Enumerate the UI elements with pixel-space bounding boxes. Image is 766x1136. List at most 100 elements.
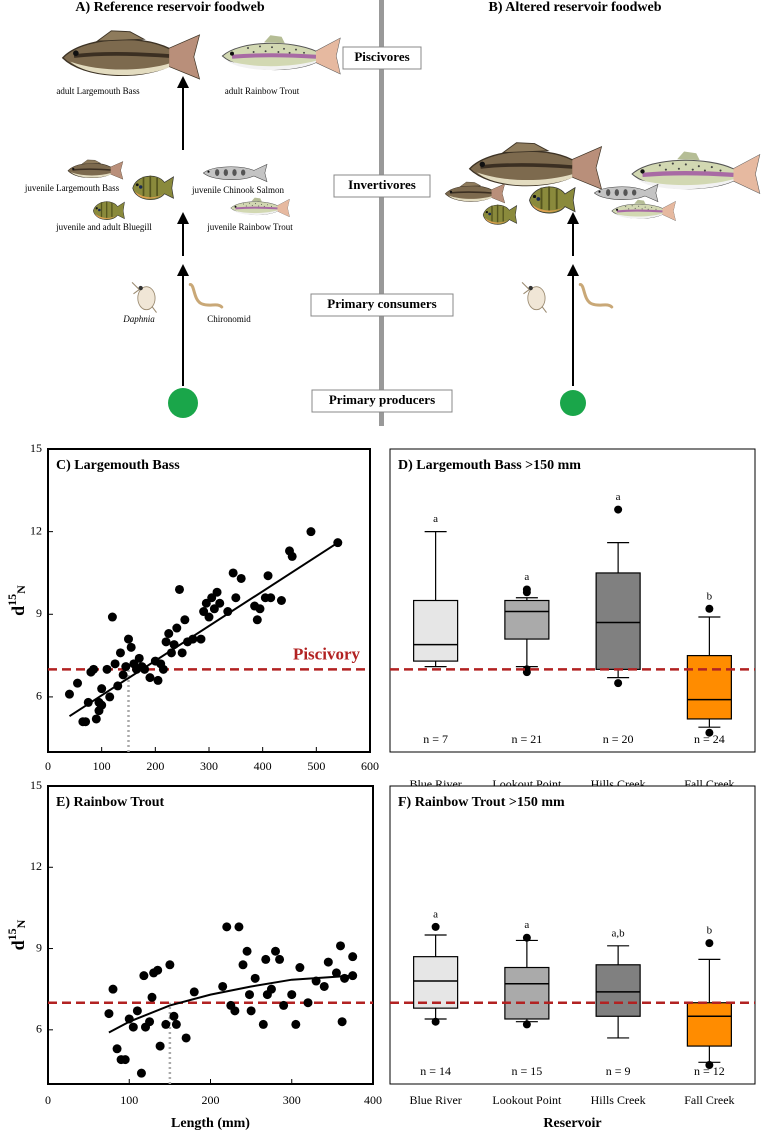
data-point — [222, 922, 232, 932]
data-point — [189, 987, 199, 997]
data-point — [134, 653, 144, 663]
y-axis-label: d15N — [5, 585, 28, 616]
data-point — [91, 714, 101, 724]
n-label: n = 9 — [606, 1064, 631, 1078]
n-label: n = 21 — [511, 732, 542, 746]
y-label-part: N — [14, 919, 28, 928]
data-point — [199, 607, 209, 617]
data-point — [236, 573, 246, 583]
box — [504, 599, 550, 640]
significance-letter: b — [707, 925, 713, 937]
producer-icon — [560, 390, 586, 416]
outlier — [522, 585, 531, 594]
x-tick-label: 300 — [283, 1093, 301, 1107]
level-label: Primary producers — [329, 392, 435, 407]
x-tick-label: 200 — [202, 1093, 220, 1107]
outlier — [705, 728, 714, 737]
box — [413, 956, 459, 1009]
data-point — [97, 684, 107, 694]
y-tick-label: 15 — [30, 441, 42, 455]
data-point — [228, 568, 238, 578]
data-point — [128, 1022, 138, 1032]
data-point — [196, 634, 206, 644]
outlier — [522, 1020, 531, 1029]
box — [595, 964, 641, 1017]
data-point — [215, 598, 225, 608]
y-tick-label: 12 — [30, 523, 42, 537]
outlier — [614, 505, 623, 514]
divider — [379, 0, 384, 426]
data-point — [139, 971, 149, 981]
chart-panel: F) Rainbow Trout >150 mm Reservoir a n = 14… — [389, 785, 756, 1131]
data-point — [181, 1033, 191, 1043]
data-point — [212, 587, 222, 597]
n-label: n = 12 — [694, 1064, 725, 1078]
significance-letter: a — [524, 919, 529, 931]
fit-line — [108, 974, 353, 1034]
data-point — [231, 593, 241, 603]
category-label: Fall Creek — [684, 1093, 734, 1107]
y-label-part: N — [14, 585, 28, 594]
level-box — [311, 389, 453, 413]
significance-letter: a,b — [612, 927, 626, 939]
n-label: n = 7 — [423, 732, 448, 746]
outlier — [431, 1017, 440, 1026]
data-point — [306, 527, 316, 537]
significance-letter: a — [433, 513, 438, 525]
data-point — [209, 604, 219, 614]
data-point — [105, 692, 115, 702]
data-point — [81, 717, 91, 727]
data-point — [110, 659, 120, 669]
x-tick-label: 300 — [200, 759, 218, 773]
panel-title: B) Altered reservoir foodweb — [488, 0, 661, 15]
significance-letter: b — [707, 590, 713, 602]
x-axis-label: Length (mm) — [171, 1116, 250, 1131]
data-point — [250, 973, 260, 983]
foodweb: A) Reference reservoir foodweb B) Altere… — [0, 0, 766, 428]
data-point — [153, 965, 163, 975]
box — [686, 654, 732, 720]
data-point — [136, 1068, 146, 1078]
x-tick-label: 100 — [120, 1093, 138, 1107]
data-point — [172, 623, 182, 633]
data-point — [177, 648, 187, 658]
data-point — [266, 593, 276, 603]
data-point — [164, 629, 174, 639]
data-point — [165, 960, 175, 970]
data-point — [132, 1006, 142, 1016]
level-box — [342, 46, 422, 70]
box — [686, 1002, 732, 1047]
level-box — [310, 293, 454, 317]
data-point — [319, 981, 329, 991]
x-tick-label: 100 — [93, 759, 111, 773]
outlier — [522, 665, 531, 674]
y-label-part: d — [8, 940, 28, 950]
data-point — [201, 598, 211, 608]
significance-letter: a — [433, 908, 438, 920]
data-point — [89, 664, 99, 674]
data-point — [255, 604, 265, 614]
data-point — [147, 992, 157, 1002]
data-point — [153, 675, 163, 685]
arrows — [177, 76, 579, 386]
data-point — [230, 1006, 240, 1016]
data-point — [155, 1041, 165, 1051]
organism-label: juvenile Largemouth Bass — [24, 183, 120, 193]
data-point — [263, 571, 273, 581]
data-point — [161, 1019, 171, 1029]
data-point — [275, 954, 285, 964]
outlier — [705, 939, 714, 948]
data-point — [279, 1000, 289, 1010]
data-point — [276, 596, 286, 605]
y-label-part: 15 — [5, 594, 19, 606]
data-point — [118, 670, 128, 680]
data-point — [242, 946, 252, 956]
box — [595, 572, 641, 670]
outlier — [614, 679, 623, 688]
panel-title: F) Rainbow Trout >150 mm — [398, 795, 565, 810]
level-label: Piscivores — [354, 49, 409, 64]
outlier — [431, 922, 440, 931]
organism-label: adult Largemouth Bass — [56, 86, 140, 96]
